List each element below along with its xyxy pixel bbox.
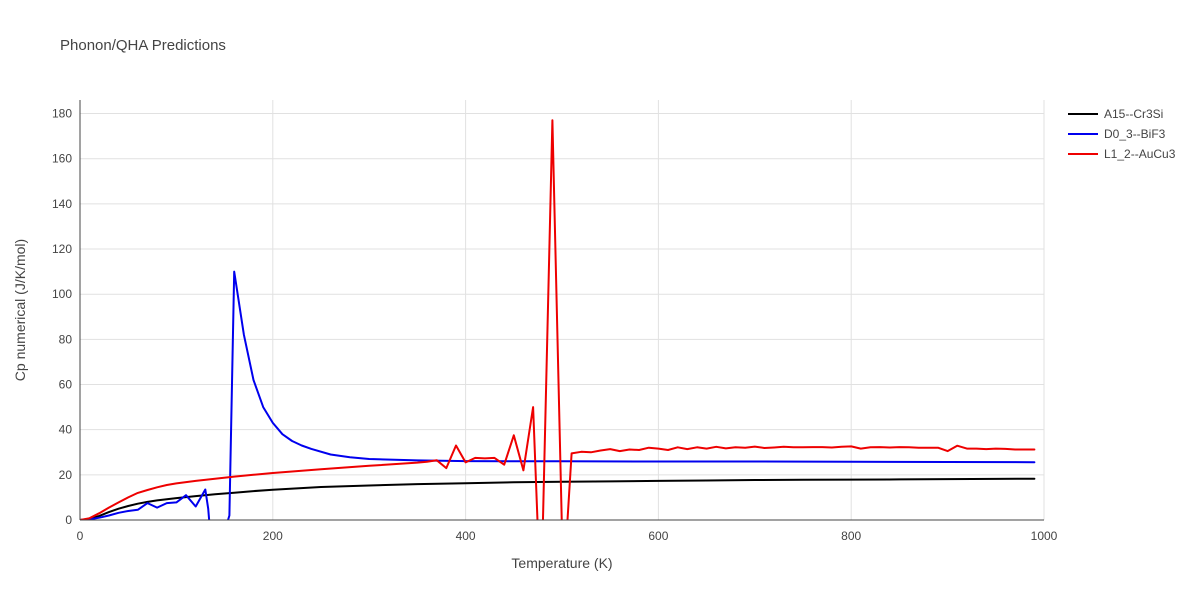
y-tick-label: 20 — [59, 468, 73, 482]
series-line-a15-cr3si — [80, 477, 1036, 520]
legend-label: A15--Cr3Si — [1104, 107, 1163, 121]
series-line-l1-2-aucu3 — [80, 119, 1036, 520]
y-tick-label: 100 — [52, 287, 72, 301]
legend-label: L1_2--AuCu3 — [1104, 147, 1176, 161]
x-tick-label: 200 — [263, 529, 283, 543]
legend[interactable]: A15--Cr3Si D0_3--BiF3 L1_2--AuCu3 — [1068, 107, 1176, 161]
y-tick-label: 0 — [65, 513, 72, 527]
x-axis-title: Temperature (K) — [511, 555, 612, 571]
series-line-d0-3-bif3 — [80, 270, 1036, 520]
y-tick-label: 40 — [59, 423, 73, 437]
grid-layer — [80, 100, 1045, 520]
y-tick-label: 180 — [52, 107, 72, 121]
x-tick-label: 0 — [77, 529, 84, 543]
y-tick-label: 160 — [52, 152, 72, 166]
y-axis-title: Cp numerical (J/K/mol) — [12, 239, 28, 381]
legend-item[interactable]: L1_2--AuCu3 — [1068, 147, 1176, 161]
y-tick-label: 80 — [59, 332, 73, 346]
legend-label: D0_3--BiF3 — [1104, 127, 1166, 141]
series-layer — [80, 119, 1036, 520]
y-tick-label: 140 — [52, 197, 72, 211]
legend-item[interactable]: D0_3--BiF3 — [1068, 127, 1166, 141]
legend-item[interactable]: A15--Cr3Si — [1068, 107, 1163, 121]
axis-layer: 0 20 40 60 80 100 120 140 160 180 0 200 400 600 800 100… — [52, 100, 1058, 543]
y-tick-label: 120 — [52, 242, 72, 256]
chart-title: Phonon/QHA Predictions — [60, 37, 226, 54]
x-tick-label: 600 — [648, 529, 668, 543]
x-tick-label: 800 — [841, 529, 861, 543]
y-tick-label: 60 — [59, 378, 73, 392]
x-tick-label: 400 — [456, 529, 476, 543]
x-tick-label: 1000 — [1031, 529, 1058, 543]
